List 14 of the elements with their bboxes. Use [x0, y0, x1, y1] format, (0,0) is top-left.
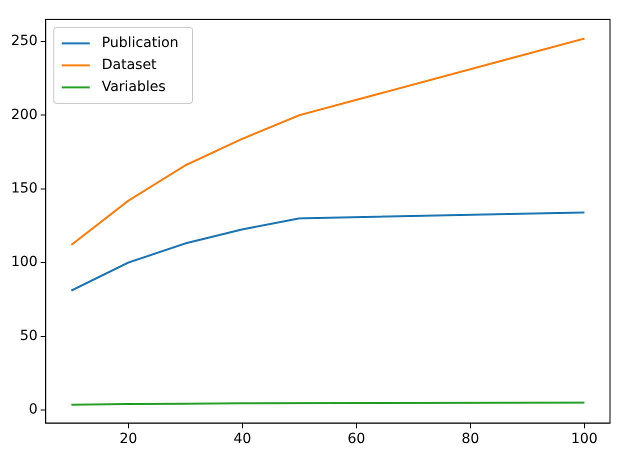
legend-label: Variables: [102, 79, 166, 96]
y-tick-label: 250: [10, 33, 38, 50]
y-tick-label: 0: [28, 402, 38, 418]
x-tick-label: 40: [233, 431, 252, 448]
y-tick-label: 200: [10, 106, 38, 123]
x-tick-label: 100: [570, 431, 598, 448]
legend-label: Publication: [102, 35, 179, 52]
x-tick-label: 60: [347, 431, 366, 448]
y-tick-label: 100: [10, 254, 38, 270]
legend-label: Dataset: [102, 57, 158, 74]
y-tick-label: 150: [10, 180, 38, 197]
x-tick-label: 80: [461, 431, 480, 448]
y-tick-label: 50: [20, 328, 38, 344]
x-tick-label: 20: [119, 431, 138, 448]
